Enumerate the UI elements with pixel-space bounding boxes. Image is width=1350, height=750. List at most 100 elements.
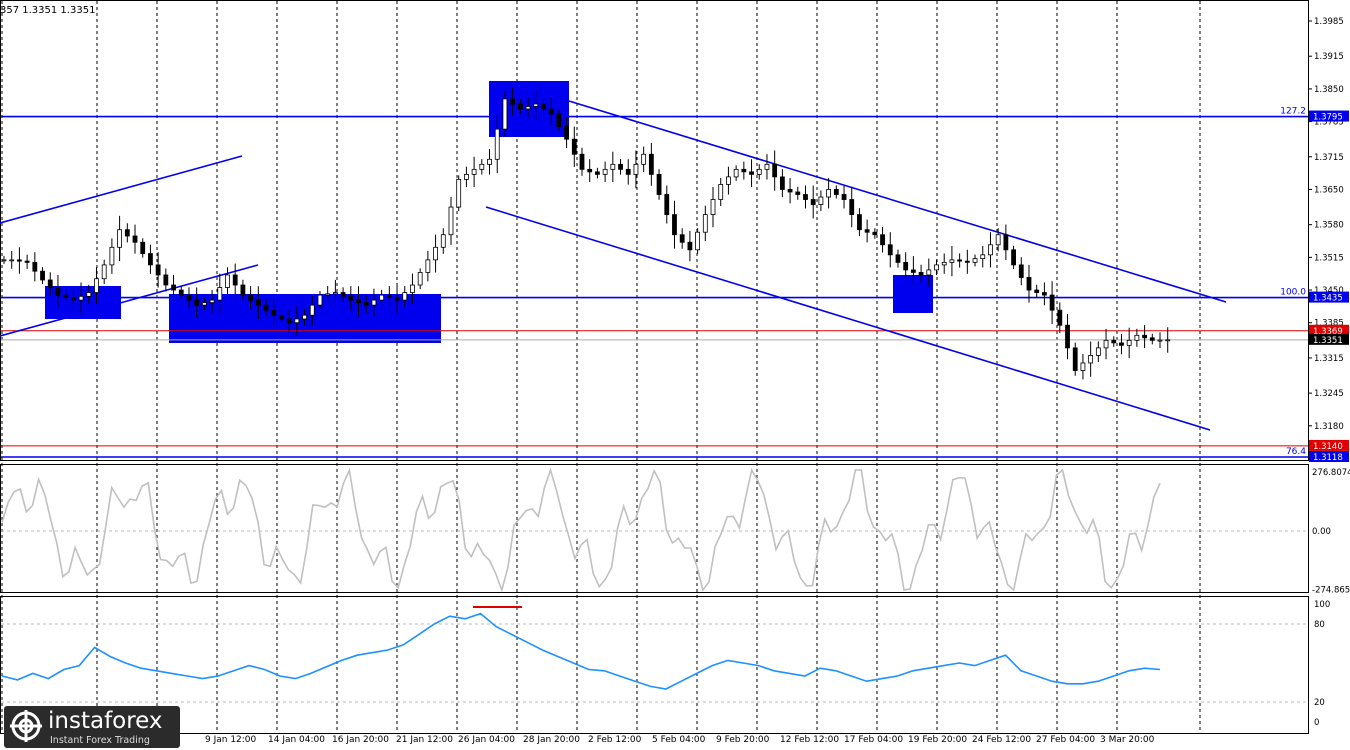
candle-body	[255, 299, 261, 306]
candle-body	[687, 241, 693, 251]
candle-body	[194, 299, 200, 306]
time-label-10: 17 Feb 04:00	[844, 735, 903, 745]
candle-body	[741, 168, 747, 173]
candle-body	[248, 294, 254, 301]
time-label-12: 24 Feb 12:00	[972, 735, 1031, 745]
candle-body	[787, 189, 793, 193]
candle-body	[1003, 234, 1009, 251]
rsi-label-2: 20	[1314, 698, 1325, 708]
candle-body	[587, 168, 593, 173]
candle-body	[394, 297, 400, 301]
candle-body	[1165, 339, 1171, 342]
price-label-12: 1.3180	[1314, 422, 1344, 432]
candle-body	[456, 179, 462, 208]
candle-body	[849, 199, 855, 216]
candle-body	[487, 158, 492, 165]
candle-body	[1034, 289, 1040, 293]
candle-body	[648, 153, 654, 175]
price-axis: 1.3985 1.3915 1.3850 1.3785 1.3715 1.3650 1.35…	[1308, 17, 1350, 728]
candle-body	[1142, 334, 1147, 339]
candle-body	[1088, 355, 1094, 364]
candle-body	[55, 287, 61, 296]
time-label-13: 27 Feb 04:00	[1036, 735, 1095, 745]
price-tag-5	[1309, 451, 1349, 462]
time-label-1: 14 Jan 04:00	[268, 735, 325, 745]
price-tag-text-3: 1.3351	[1313, 336, 1343, 346]
candle-body	[672, 214, 677, 236]
candle-body	[857, 214, 862, 231]
candle-body	[841, 194, 847, 200]
candle-body	[325, 293, 331, 296]
candle-body	[78, 295, 84, 301]
candle-body	[556, 113, 562, 128]
candle-body	[47, 279, 53, 288]
candle-body	[1134, 334, 1140, 341]
candle-body	[410, 284, 415, 293]
price-tag-3	[1309, 333, 1349, 345]
candle-body	[1018, 264, 1024, 278]
candle-body	[926, 269, 932, 276]
candle-body	[1, 259, 7, 262]
watermark-brand: instaforex	[48, 708, 163, 734]
candle-body	[595, 171, 600, 175]
candle-body	[541, 103, 546, 110]
candle-body	[880, 234, 885, 246]
candle-body	[440, 234, 446, 248]
candle-body	[980, 254, 986, 260]
candle-body	[733, 168, 739, 178]
candle-body	[579, 153, 585, 170]
candle-body	[826, 189, 832, 198]
cci-series	[1, 467, 1161, 593]
price-label-6: 1.3580	[1314, 221, 1344, 231]
price-tag-text-0: 1.3795	[1313, 113, 1343, 123]
candle-body	[155, 264, 161, 276]
candle-body	[941, 261, 947, 266]
cci-label-0: 276.8074	[1312, 468, 1350, 478]
time-label-8: 9 Feb 20:00	[716, 735, 770, 745]
candle-body	[749, 171, 754, 175]
rsi-label-0: 100	[1314, 600, 1330, 610]
candle-body	[417, 272, 423, 286]
price-label-4: 1.3715	[1314, 153, 1344, 163]
candle-body	[40, 270, 45, 281]
candle-body	[864, 229, 870, 233]
price-label-7: 1.3515	[1314, 253, 1344, 263]
cci-label-2: -274.8656	[1312, 586, 1350, 596]
candle-body	[240, 284, 246, 296]
candle-body	[571, 138, 577, 155]
candle-body	[702, 214, 708, 233]
candle-body	[94, 278, 99, 293]
candle-body	[124, 229, 130, 237]
candle-body	[332, 292, 338, 295]
candle-body	[302, 314, 307, 320]
price-tag-1	[1309, 291, 1349, 303]
time-label-2: 16 Jan 20:00	[332, 735, 389, 745]
price-tag-2	[1309, 324, 1349, 336]
candle-body	[995, 234, 1001, 246]
candle-body	[294, 318, 300, 324]
candle-body	[132, 235, 138, 243]
candle-body	[833, 189, 839, 195]
candle-body	[726, 176, 731, 185]
time-label-9: 12 Feb 12:00	[780, 735, 839, 745]
candle-body	[63, 294, 69, 298]
candle-body	[279, 314, 284, 320]
candle-body	[286, 318, 292, 324]
candle-body	[1065, 324, 1070, 349]
candle-body	[209, 299, 215, 304]
candle-body	[872, 231, 878, 236]
cci-panel-frame	[0, 464, 1309, 593]
candle-body	[517, 103, 523, 110]
candle-body	[140, 241, 146, 254]
candle-body	[379, 294, 385, 301]
candle-body	[972, 258, 978, 263]
candle-body	[618, 163, 623, 170]
candle-body	[656, 173, 662, 195]
watermark-tagline: Instant Forex Trading	[50, 735, 150, 746]
candle-body	[949, 259, 955, 263]
fib-label-0: 127.2	[1280, 107, 1306, 117]
instaforex-logo-icon	[10, 710, 42, 742]
rsi-series	[1, 612, 1161, 690]
trend-line-0	[0, 155, 243, 224]
